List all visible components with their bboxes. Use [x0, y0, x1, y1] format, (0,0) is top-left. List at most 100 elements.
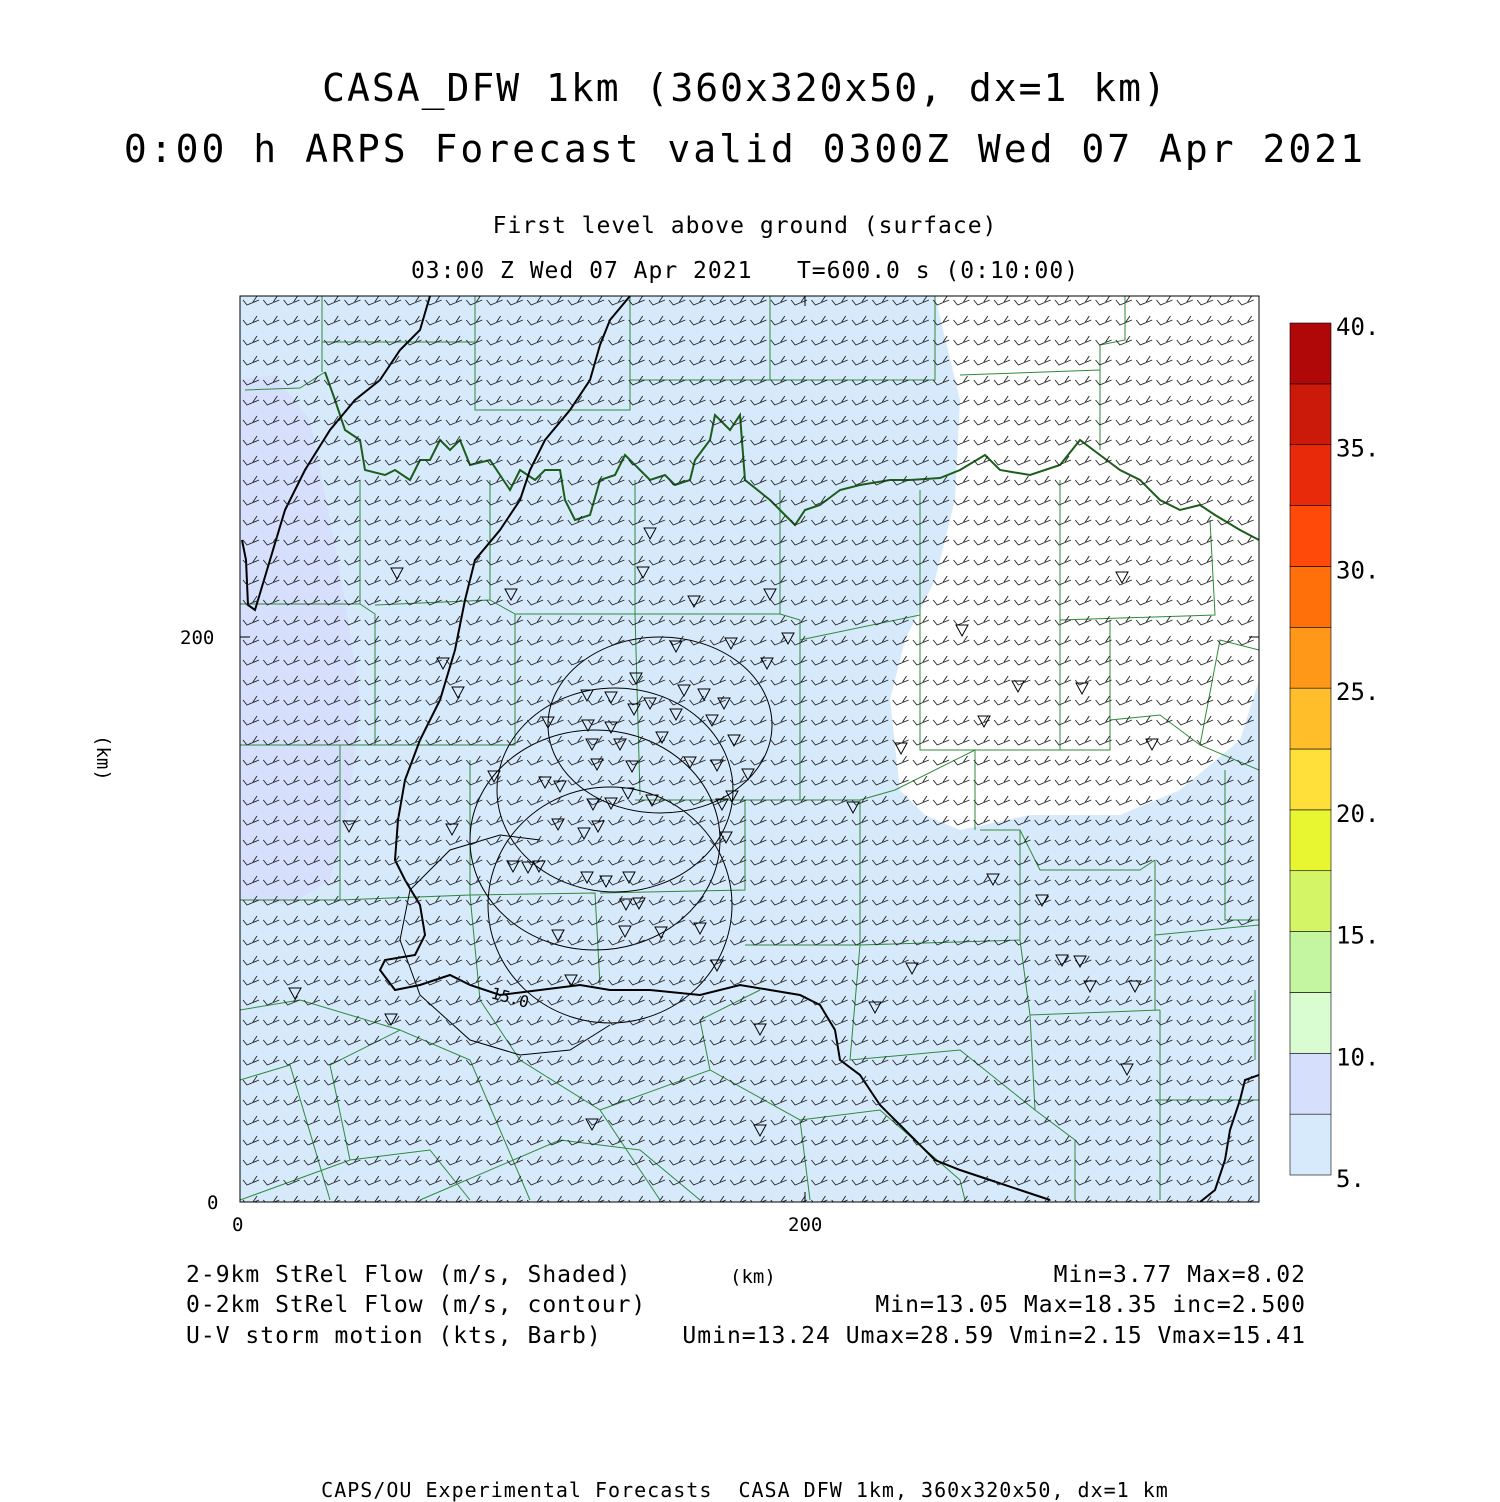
- station-marker: [622, 871, 636, 885]
- x-tick-200: 200: [788, 1214, 823, 1236]
- colorbar-swatch: [1289, 505, 1332, 567]
- station-marker: [683, 756, 697, 770]
- station-marker: [753, 1124, 767, 1138]
- station-marker: [1075, 682, 1089, 696]
- colorbar-label: 10.: [1336, 1043, 1379, 1071]
- station-marker: [645, 794, 659, 808]
- colorbar-label: 20.: [1336, 800, 1379, 828]
- station-marker: [604, 691, 618, 705]
- station-marker: [894, 742, 908, 756]
- station-marker: [710, 759, 724, 773]
- station-marker: [541, 716, 555, 730]
- legend-contour-stats: Min=13.05 Max=18.35 inc=2.500: [875, 1292, 1306, 1318]
- station-marker: [1083, 980, 1097, 994]
- colorbar-swatch: [1289, 809, 1332, 872]
- y-tick-200: 200: [180, 627, 215, 649]
- station-marker: [506, 860, 520, 874]
- station-marker: [669, 640, 683, 654]
- station-marker: [717, 697, 731, 711]
- station-marker: [636, 566, 650, 580]
- legend-barb: U-V storm motion (kts, Barb): [186, 1323, 602, 1349]
- legend-contour: 0-2km StRel Flow (m/s, contour): [186, 1292, 647, 1318]
- station-marker: [581, 719, 595, 733]
- station-marker: [604, 721, 618, 735]
- station-marker: [599, 875, 613, 889]
- legend-barb-stats: Umin=13.24 Umax=28.59 Vmin=2.15 Vmax=15.…: [682, 1323, 1306, 1349]
- colorbar-swatch: [1289, 626, 1332, 689]
- station-marker: [1115, 571, 1129, 585]
- station-marker: [629, 672, 643, 686]
- station-marker: [288, 987, 302, 1001]
- colorbar-swatch: [1289, 748, 1332, 811]
- station-marker: [1055, 954, 1069, 968]
- station-marker: [955, 624, 969, 638]
- legend-shaded: 2-9km StRel Flow (m/s, Shaded): [186, 1262, 632, 1288]
- station-marker: [677, 684, 691, 698]
- station-marker: [727, 734, 741, 748]
- station-marker: [655, 731, 669, 745]
- station-marker: [724, 637, 738, 651]
- y-tick-0: 0: [207, 1192, 219, 1214]
- station-marker: [719, 831, 733, 845]
- station-marker: [643, 527, 657, 541]
- colorbar: 40. 35. 30. 25. 20. 15. 10. 5.: [1289, 313, 1379, 1193]
- station-marker: [390, 567, 404, 581]
- station-marker: [1128, 980, 1142, 994]
- station-marker: [451, 686, 465, 700]
- station-marker: [669, 708, 683, 722]
- station-markers: [288, 527, 1159, 1138]
- station-marker: [715, 798, 729, 812]
- colorbar-label: 30.: [1336, 556, 1379, 584]
- colorbar-label: 25.: [1336, 678, 1379, 706]
- station-marker: [618, 925, 632, 939]
- station-marker: [342, 820, 356, 834]
- station-marker: [521, 861, 535, 875]
- colorbar-label: 15.: [1336, 922, 1379, 950]
- colorbar-swatch: [1289, 687, 1332, 750]
- x-tick-0: 0: [232, 1214, 244, 1236]
- colorbar-swatch: [1289, 566, 1332, 628]
- station-marker: [619, 898, 633, 912]
- station-marker: [577, 827, 591, 841]
- station-marker: [725, 790, 739, 804]
- contour-lines: [399, 636, 773, 1056]
- colorbar-swatch: [1289, 383, 1332, 446]
- station-marker: [654, 926, 668, 940]
- station-marker: [586, 798, 600, 812]
- credit-line: CAPS/OU Experimental Forecasts CASA DFW …: [321, 1478, 1169, 1502]
- county-lines: [240, 296, 1259, 1201]
- station-marker: [580, 871, 594, 885]
- station-marker: [687, 595, 701, 609]
- station-marker: [846, 801, 860, 815]
- station-marker: [604, 797, 618, 811]
- station-marker: [781, 632, 795, 646]
- station-marker: [613, 738, 627, 752]
- y-axis-label: (km): [92, 735, 114, 781]
- station-marker: [553, 780, 567, 794]
- station-marker: [621, 787, 635, 801]
- station-marker: [504, 588, 518, 602]
- station-marker: [697, 688, 711, 702]
- valid-time-label: 03:00 Z Wed 07 Apr 2021 T=600.0 s (0:10:…: [410, 258, 1080, 284]
- station-marker: [445, 823, 459, 837]
- map-title: CASA_DFW 1km (360x320x50, dx=1 km): [322, 66, 1168, 110]
- colorbar-swatch: [1289, 444, 1332, 506]
- station-marker: [384, 1013, 398, 1027]
- station-marker: [868, 1001, 882, 1015]
- station-marker: [551, 818, 565, 832]
- level-label: First level above ground (surface): [492, 213, 998, 239]
- station-marker: [538, 776, 552, 790]
- colorbar-label: 40.: [1336, 313, 1379, 341]
- station-marker: [551, 929, 565, 943]
- station-marker: [763, 588, 777, 602]
- station-marker: [436, 657, 450, 671]
- station-marker: [705, 714, 719, 728]
- colorbar-swatch: [1289, 322, 1332, 385]
- colorbar-label: 5.: [1336, 1165, 1365, 1193]
- barb-field: [242, 296, 1254, 1202]
- station-marker: [487, 770, 501, 784]
- colorbar-swatch: [1289, 870, 1332, 932]
- colorbar-label: 35.: [1336, 435, 1379, 463]
- station-marker: [580, 689, 594, 703]
